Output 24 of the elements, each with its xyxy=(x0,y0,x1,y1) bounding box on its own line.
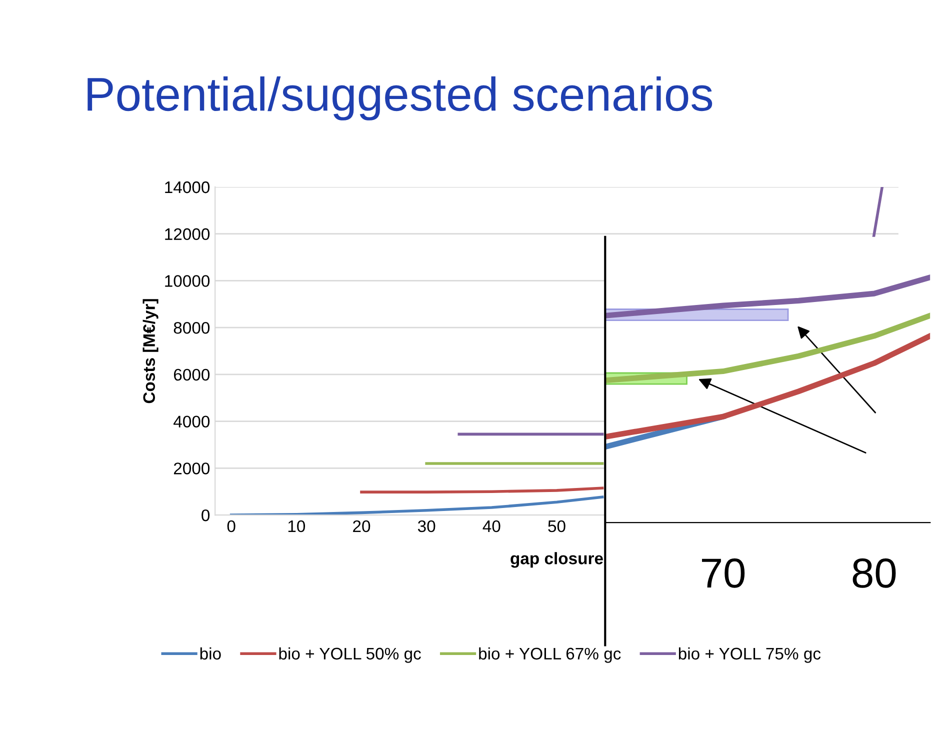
y-tick-label: 4000 xyxy=(174,416,210,428)
x-tick-label: 40 xyxy=(482,520,500,532)
y-tick-label: 0 xyxy=(202,509,210,522)
line-series xyxy=(230,496,604,516)
x-axis-title: gap closure xyxy=(510,552,603,568)
legend-label: bio + YOLL 50% gc xyxy=(279,647,421,663)
y-tick-label: 2000 xyxy=(174,462,210,474)
x-tick-label: 0 xyxy=(227,520,236,532)
y-tick-label: 6000 xyxy=(174,368,210,381)
chart-title: Potential/suggested scenarios xyxy=(88,76,712,120)
y-tick-label: 14000 xyxy=(165,181,210,194)
legend-label: bio + YOLL 75% gc xyxy=(678,647,821,663)
y-tick-label: 10000 xyxy=(165,275,210,287)
y-tick-label: 12000 xyxy=(165,228,210,240)
y-tick-label: 8000 xyxy=(174,322,210,334)
legend-label: bio + YOLL 67% gc xyxy=(479,647,621,663)
x-tick-label: 10 xyxy=(288,520,306,532)
y-axis-title: Costs [M€/yr] xyxy=(142,299,158,404)
x-tick-label: 70 xyxy=(702,558,745,588)
x-tick-label: 20 xyxy=(353,520,370,532)
x-tick-label: 30 xyxy=(418,520,436,532)
legend-label: bio xyxy=(200,647,221,660)
x-tick-label: 50 xyxy=(548,520,566,532)
x-tick-label: 80 xyxy=(852,558,896,588)
